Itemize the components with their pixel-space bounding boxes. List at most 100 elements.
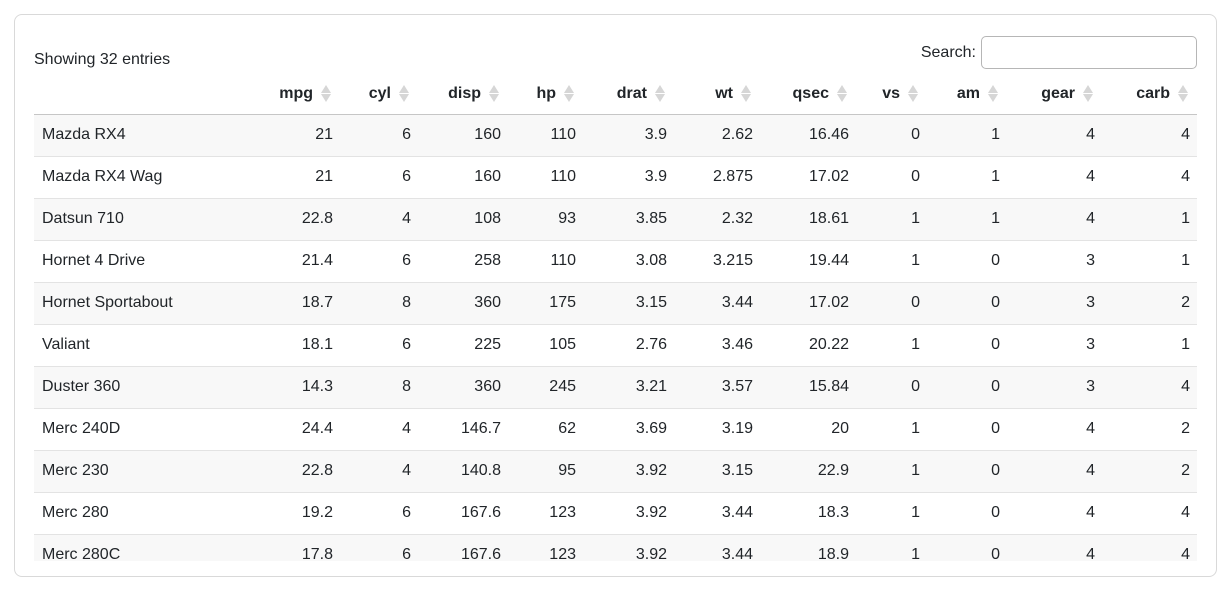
cell-carb: 4 <box>1181 504 1190 521</box>
cell-drat: 2.76 <box>635 336 667 353</box>
cell-hp: 95 <box>558 462 576 479</box>
cell-gear: 3 <box>1086 336 1095 353</box>
cell-gear: 3 <box>1086 252 1095 269</box>
cell-mpg: 18.1 <box>301 336 333 353</box>
cell-wt: 3.19 <box>721 420 753 437</box>
column-header-disp[interactable]: disp <box>419 78 509 114</box>
cell-cyl: 6 <box>402 126 411 143</box>
sort-icon <box>837 85 847 103</box>
cell-cyl: 8 <box>402 294 411 311</box>
cell-qsec: 19.44 <box>808 252 849 269</box>
row-name-cell: Merc 240D <box>42 420 121 437</box>
cell-disp: 225 <box>474 336 501 353</box>
table-row[interactable]: Hornet Sportabout 18.7 8 360 175 3.15 3.44 17.0… <box>34 282 1197 324</box>
row-name-cell: Mazda RX4 <box>42 126 126 143</box>
cell-mpg: 17.8 <box>301 546 333 561</box>
table-row[interactable]: Mazda RX4 Wag 21 6 160 110 3.9 2.875 17.02 0 1 4 4 <box>34 156 1197 198</box>
table-row[interactable]: Valiant 18.1 6 225 105 2.76 3.46 20.22 1 0 3 1 <box>34 324 1197 366</box>
cell-wt: 3.215 <box>712 252 753 269</box>
cell-mpg: 19.2 <box>301 504 333 521</box>
cell-hp: 110 <box>550 252 576 269</box>
table-row[interactable]: Hornet 4 Drive 21.4 6 258 110 3.08 3.215 19.44 1… <box>34 240 1197 282</box>
cell-drat: 3.92 <box>635 462 667 479</box>
cell-cyl: 6 <box>402 252 411 269</box>
cell-mpg: 21 <box>315 168 333 185</box>
cell-gear: 4 <box>1086 546 1095 561</box>
cell-carb: 2 <box>1181 294 1190 311</box>
column-header-rowname <box>34 78 271 114</box>
cell-gear: 4 <box>1086 462 1095 479</box>
cell-drat: 3.08 <box>635 252 667 269</box>
cell-gear: 4 <box>1086 210 1095 227</box>
table-container: mpg cyl disp hp drat wt qsec vs am gear carb Mazda… <box>34 78 1197 561</box>
cell-cyl: 6 <box>402 336 411 353</box>
cell-am: 1 <box>991 168 1000 185</box>
search-control: Search: <box>921 36 1197 69</box>
cell-carb: 1 <box>1181 252 1190 269</box>
cell-am: 0 <box>991 504 1000 521</box>
cell-wt: 3.44 <box>721 546 753 561</box>
cell-hp: 123 <box>549 504 576 521</box>
cell-carb: 2 <box>1181 462 1190 479</box>
column-header-hp[interactable]: hp <box>509 78 584 114</box>
cell-vs: 0 <box>911 168 920 185</box>
data-table: mpg cyl disp hp drat wt qsec vs am gear carb Mazda… <box>34 78 1197 561</box>
cell-mpg: 24.4 <box>301 420 333 437</box>
cell-am: 1 <box>991 210 1000 227</box>
cell-qsec: 18.3 <box>817 504 849 521</box>
column-label: hp <box>536 84 556 102</box>
cell-am: 0 <box>991 336 1000 353</box>
cell-wt: 3.44 <box>721 294 753 311</box>
column-label: gear <box>1041 84 1075 102</box>
cell-drat: 3.15 <box>635 294 667 311</box>
column-header-wt[interactable]: wt <box>675 78 761 114</box>
cell-cyl: 4 <box>402 462 411 479</box>
table-row[interactable]: Merc 280C 17.8 6 167.6 123 3.92 3.44 18.9 1 0 4 4 <box>34 534 1197 561</box>
cell-mpg: 18.7 <box>301 294 333 311</box>
column-header-vs[interactable]: vs <box>857 78 928 114</box>
search-input[interactable] <box>981 36 1197 69</box>
cell-cyl: 6 <box>402 168 411 185</box>
cell-vs: 0 <box>911 126 920 143</box>
cell-hp: 123 <box>549 546 576 561</box>
cell-wt: 2.62 <box>721 126 753 143</box>
cell-qsec: 22.9 <box>817 462 849 479</box>
column-header-mpg[interactable]: mpg <box>271 78 341 114</box>
column-label: wt <box>715 84 733 102</box>
sort-icon <box>399 85 409 103</box>
sort-icon <box>1083 85 1093 103</box>
cell-wt: 3.46 <box>721 336 753 353</box>
table-row[interactable]: Merc 240D 24.4 4 146.7 62 3.69 3.19 20 1 0 4 2 <box>34 408 1197 450</box>
column-header-gear[interactable]: gear <box>1008 78 1103 114</box>
column-label: vs <box>882 84 900 102</box>
table-row[interactable]: Merc 230 22.8 4 140.8 95 3.92 3.15 22.9 1 0 4 2 <box>34 450 1197 492</box>
column-label: mpg <box>279 84 313 102</box>
table-row[interactable]: Merc 280 19.2 6 167.6 123 3.92 3.44 18.3 1 0 4 4 <box>34 492 1197 534</box>
cell-disp: 140.8 <box>460 462 501 479</box>
cell-carb: 4 <box>1181 546 1190 561</box>
cell-vs: 1 <box>911 462 920 479</box>
table-row[interactable]: Datsun 710 22.8 4 108 93 3.85 2.32 18.61 1 1 4 1 <box>34 198 1197 240</box>
cell-qsec: 16.46 <box>808 126 849 143</box>
column-header-qsec[interactable]: qsec <box>761 78 857 114</box>
cell-wt: 2.32 <box>721 210 753 227</box>
cell-hp: 110 <box>550 126 576 143</box>
cell-wt: 3.44 <box>721 504 753 521</box>
column-header-carb[interactable]: carb <box>1103 78 1197 114</box>
datatable-topbar: Showing 32 entries Search: <box>34 36 1197 69</box>
table-row[interactable]: Mazda RX4 21 6 160 110 3.9 2.62 16.46 0 1 4 4 <box>34 114 1197 156</box>
table-row[interactable]: Duster 360 14.3 8 360 245 3.21 3.57 15.84 0 0 3 4 <box>34 366 1197 408</box>
column-header-cyl[interactable]: cyl <box>341 78 419 114</box>
cell-qsec: 20.22 <box>808 336 849 353</box>
cell-cyl: 4 <box>402 210 411 227</box>
row-name-cell: Hornet 4 Drive <box>42 252 146 269</box>
column-header-am[interactable]: am <box>928 78 1008 114</box>
cell-am: 0 <box>991 462 1000 479</box>
cell-vs: 1 <box>911 504 920 521</box>
cell-wt: 3.15 <box>721 462 753 479</box>
cell-cyl: 6 <box>402 546 411 561</box>
column-header-drat[interactable]: drat <box>584 78 675 114</box>
cell-qsec: 20 <box>831 420 849 437</box>
row-name-cell: Mazda RX4 Wag <box>42 168 163 185</box>
cell-hp: 245 <box>549 378 576 395</box>
